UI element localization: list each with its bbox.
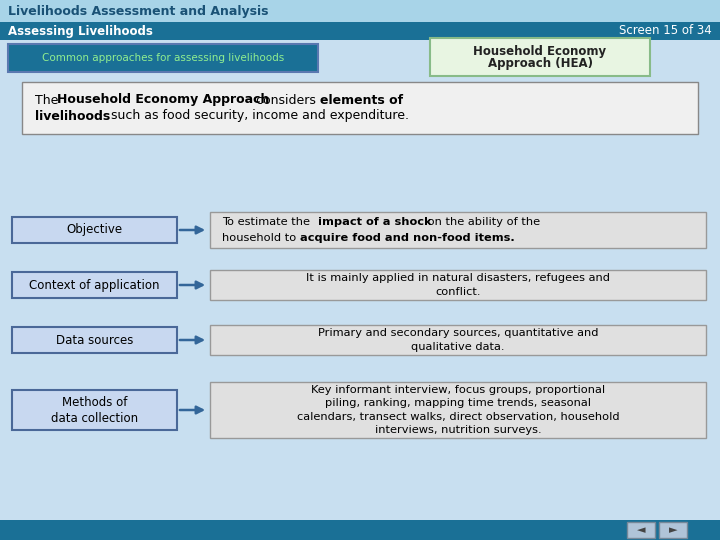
Text: impact of a shock: impact of a shock <box>318 217 431 227</box>
Text: acquire food and non-food items.: acquire food and non-food items. <box>300 233 515 243</box>
Bar <box>0 0 720 22</box>
Bar <box>659 522 687 538</box>
Text: Context of application: Context of application <box>30 279 160 292</box>
Text: Objective: Objective <box>66 224 122 237</box>
Text: Key informant interview, focus groups, proportional
piling, ranking, mapping tim: Key informant interview, focus groups, p… <box>297 385 619 435</box>
Text: on the ability of the: on the ability of the <box>424 217 540 227</box>
Text: Household Economy Approach: Household Economy Approach <box>57 93 269 106</box>
Bar <box>0 22 720 40</box>
Bar <box>210 212 706 248</box>
Bar <box>210 382 706 438</box>
Text: Primary and secondary sources, quantitative and
qualitative data.: Primary and secondary sources, quantitat… <box>318 328 598 352</box>
Bar <box>8 44 318 72</box>
Bar <box>430 38 650 76</box>
Text: Household Economy: Household Economy <box>474 45 606 58</box>
Text: Screen 15 of 34: Screen 15 of 34 <box>619 24 712 37</box>
Bar <box>12 272 177 298</box>
Text: Common approaches for assessing livelihoods: Common approaches for assessing liveliho… <box>42 53 284 63</box>
Text: ◄: ◄ <box>636 525 645 535</box>
Bar <box>0 520 720 540</box>
Text: To estimate the: To estimate the <box>222 217 314 227</box>
Text: It is mainly applied in natural disasters, refugees and
conflict.: It is mainly applied in natural disaster… <box>306 273 610 296</box>
Text: Assessing Livelihoods: Assessing Livelihoods <box>8 24 153 37</box>
Text: Methods of
data collection: Methods of data collection <box>51 395 138 424</box>
Bar <box>210 325 706 355</box>
Bar <box>12 390 177 430</box>
Text: The: The <box>35 93 63 106</box>
Bar <box>12 217 177 243</box>
Text: Livelihoods Assessment and Analysis: Livelihoods Assessment and Analysis <box>8 4 269 17</box>
Text: Approach (HEA): Approach (HEA) <box>487 57 593 71</box>
Text: considers: considers <box>252 93 320 106</box>
Text: ►: ► <box>669 525 678 535</box>
Text: elements of: elements of <box>320 93 403 106</box>
Bar <box>627 522 655 538</box>
Text: household to: household to <box>222 233 300 243</box>
Text: livelihoods: livelihoods <box>35 110 110 123</box>
Bar <box>12 327 177 353</box>
Bar <box>210 270 706 300</box>
Text: Data sources: Data sources <box>56 334 133 347</box>
Bar <box>22 82 698 134</box>
Text: such as food security, income and expenditure.: such as food security, income and expend… <box>107 110 409 123</box>
